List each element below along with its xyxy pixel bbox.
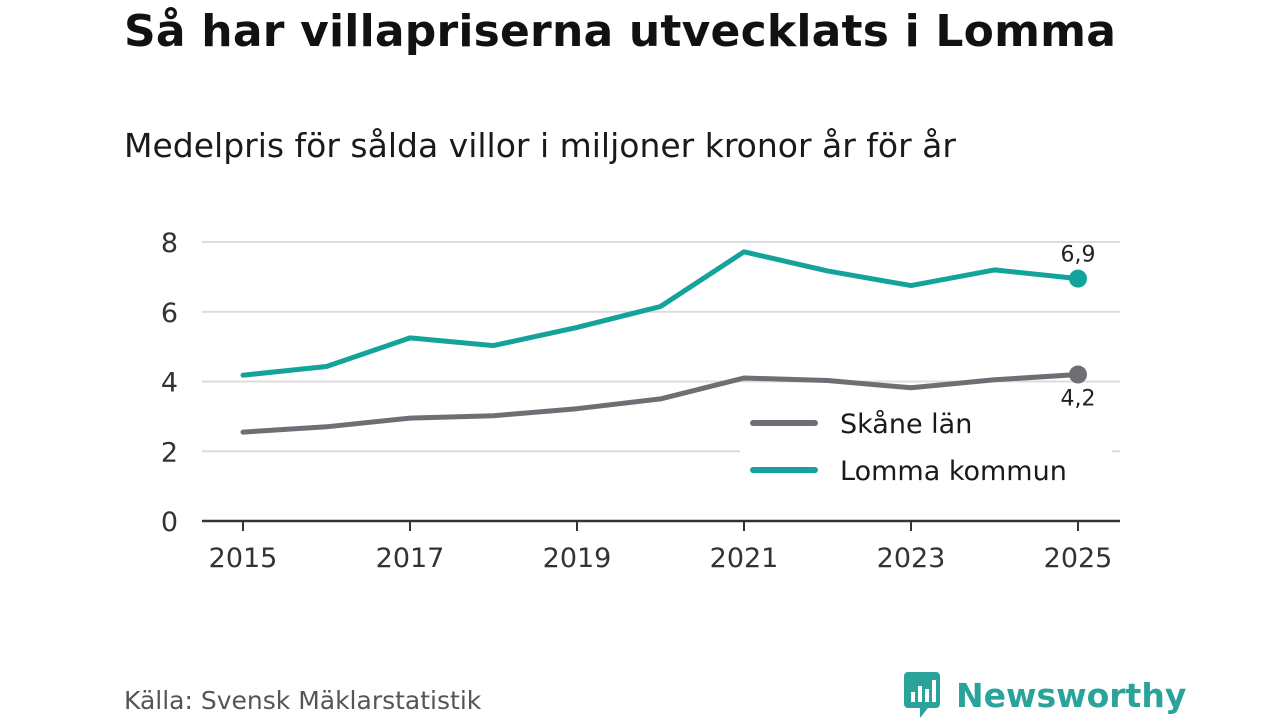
x-tick-label-2019: 2019: [543, 543, 612, 574]
series-line-1: [240, 249, 1081, 378]
newsworthy-logo-icon: [904, 672, 940, 718]
y-tick-label-6: 6: [161, 298, 178, 329]
series-line-0: [240, 372, 1081, 435]
x-tick-label-2017: 2017: [376, 543, 445, 574]
brand-name: Newsworthy: [956, 675, 1187, 715]
end-value-label-1: 6,9: [1061, 243, 1096, 268]
x-tick-label-2021: 2021: [710, 543, 779, 574]
chart-subtitle: Medelpris för sålda villor i miljoner kr…: [124, 126, 956, 165]
y-tick-label-4: 4: [161, 368, 178, 399]
y-tick-label-0: 0: [161, 507, 178, 538]
legend-label-1: Lomma kommun: [840, 456, 1067, 487]
y-tick-label-2: 2: [161, 437, 178, 468]
x-tick-label-2015: 2015: [209, 543, 278, 574]
end-value-label-0: 4,2: [1061, 387, 1096, 412]
legend-label-0: Skåne län: [840, 409, 972, 440]
series-endpoint-0: [1069, 365, 1087, 384]
source-note: Källa: Svensk Mäklarstatistik: [124, 686, 482, 715]
chart-title: Så har villapriserna utvecklats i Lomma: [124, 6, 1117, 57]
legend-background: [740, 400, 1112, 496]
brand-logo: Newsworthy: [902, 670, 1186, 720]
x-tick-label-2025: 2025: [1044, 543, 1113, 574]
x-tick-label-2023: 2023: [877, 543, 946, 574]
series-endpoint-1: [1069, 269, 1087, 288]
y-tick-label-8: 8: [161, 228, 178, 259]
